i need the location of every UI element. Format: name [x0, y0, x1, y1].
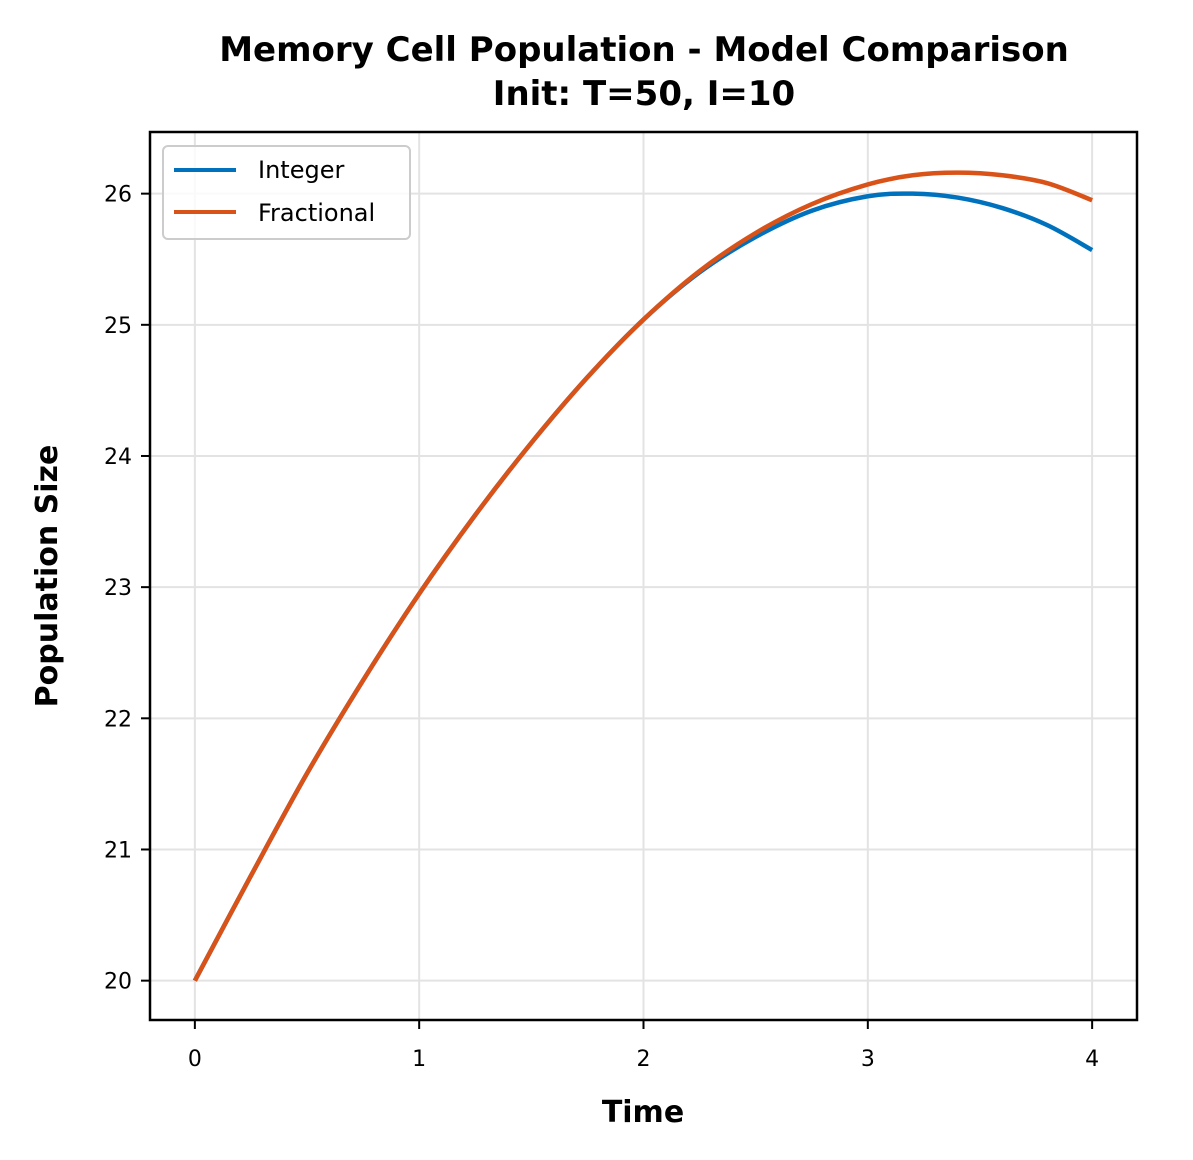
legend: Integer Fractional	[162, 145, 411, 240]
series-layer	[192, 170, 1094, 982]
y-tick-label: 26	[104, 183, 132, 208]
y-tick-label: 23	[104, 576, 132, 601]
y-tick-label: 24	[104, 445, 132, 470]
x-axis-label: Time	[602, 1095, 684, 1130]
x-tick-label: 3	[861, 1047, 875, 1072]
y-tick-label: 25	[104, 314, 132, 339]
legend-label-integer: Integer	[258, 156, 344, 184]
chart-title: Memory Cell Population - Model Compariso…	[219, 30, 1069, 70]
x-tick-label: 0	[188, 1047, 202, 1072]
grid-lines	[150, 132, 1137, 1020]
y-tick-label: 21	[104, 838, 132, 863]
x-tick-label: 4	[1085, 1047, 1099, 1072]
x-tick-label: 2	[637, 1047, 651, 1072]
y-tick-label: 22	[104, 707, 132, 732]
y-tick-label: 20	[104, 970, 132, 995]
series-line-fractional	[192, 170, 1093, 982]
x-tick-label: 1	[412, 1047, 426, 1072]
legend-label-fractional: Fractional	[258, 199, 375, 227]
chart-subtitle: Init: T=50, I=10	[493, 74, 795, 114]
y-axis-label: Population Size	[30, 445, 65, 708]
